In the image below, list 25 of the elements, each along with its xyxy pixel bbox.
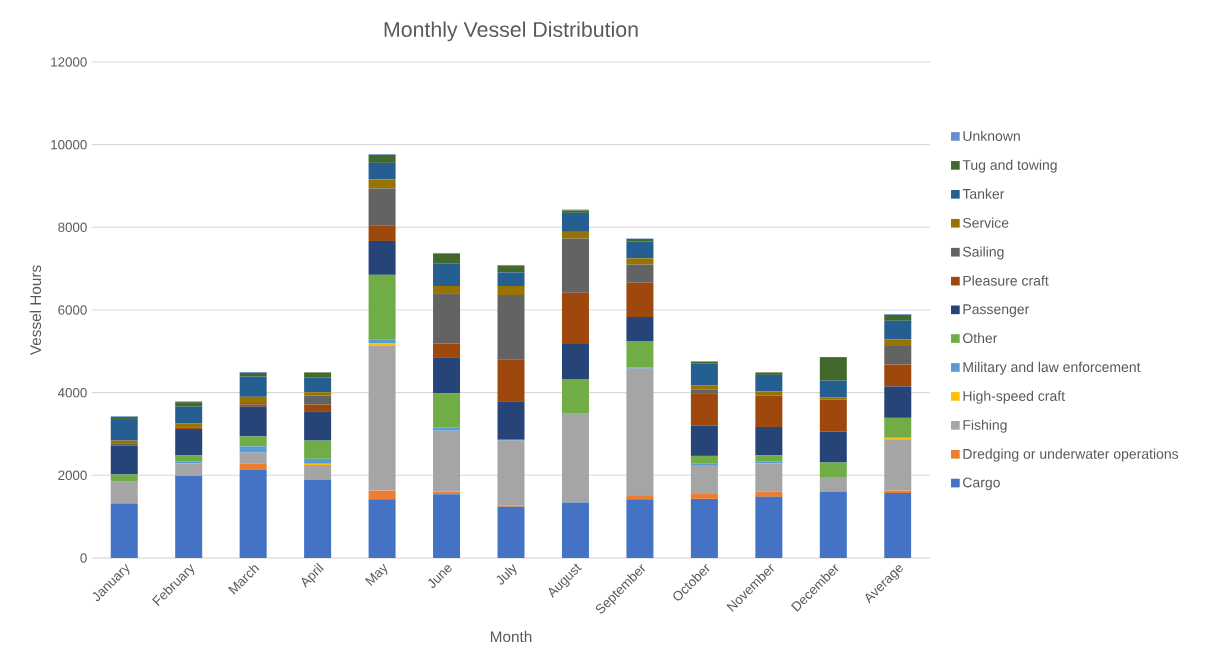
- y-tick-label: 6000: [58, 305, 87, 315]
- legend-label: High-speed craft: [963, 390, 1065, 404]
- legend-label: Other: [963, 332, 998, 344]
- legend-label: Unknown: [963, 130, 1020, 141]
- legend-label: Fishing: [963, 419, 1007, 433]
- chart-title: Monthly Vessel Distribution: [384, 21, 638, 42]
- y-tick-label: 4000: [57, 387, 87, 398]
- x-tick-label: July: [496, 564, 517, 585]
- y-tick-label: 10000: [51, 139, 87, 150]
- x-axis-title: Month: [490, 630, 532, 643]
- legend-label: Tug and towing: [962, 159, 1057, 173]
- legend-label: Cargo: [963, 477, 1000, 491]
- x-tick-label: May: [365, 563, 388, 586]
- legend-label: Dredging or underwater operations: [963, 448, 1179, 462]
- legend-label: Pleasure craft: [963, 275, 1049, 286]
- y-tick-label: 0: [80, 553, 87, 563]
- legend-label: Service: [963, 217, 1009, 228]
- legend-label: Passenger: [963, 304, 1030, 317]
- y-tick-label: 12000: [51, 57, 87, 67]
- y-axis-title: Vessel Hours: [29, 265, 42, 356]
- y-tick-label: 8000: [58, 222, 87, 233]
- y-tick-label: 2000: [58, 470, 87, 481]
- legend-label: Military and law enforcement: [963, 361, 1141, 375]
- legend-label: Tanker: [962, 188, 1005, 199]
- legend-label: Sailing: [963, 246, 1004, 260]
